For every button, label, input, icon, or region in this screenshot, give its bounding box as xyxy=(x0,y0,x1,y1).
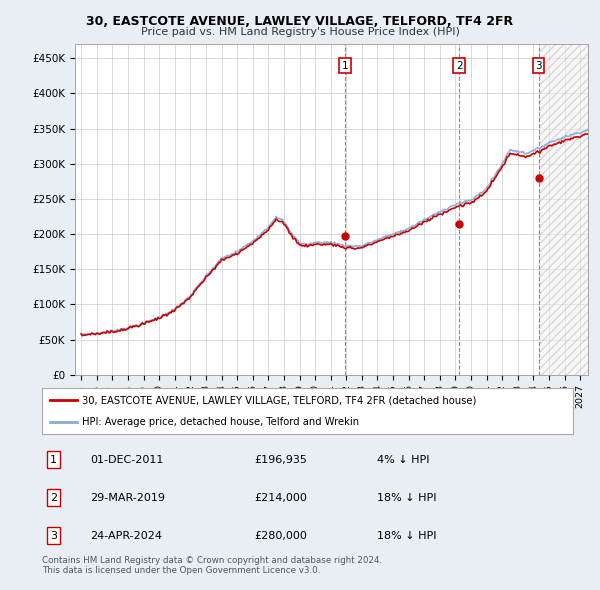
Text: £280,000: £280,000 xyxy=(254,530,307,540)
Text: 24-APR-2024: 24-APR-2024 xyxy=(90,530,162,540)
Text: Contains HM Land Registry data © Crown copyright and database right 2024.
This d: Contains HM Land Registry data © Crown c… xyxy=(42,556,382,575)
Text: 2: 2 xyxy=(50,493,57,503)
Text: 3: 3 xyxy=(50,530,57,540)
Text: 30, EASTCOTE AVENUE, LAWLEY VILLAGE, TELFORD, TF4 2FR: 30, EASTCOTE AVENUE, LAWLEY VILLAGE, TEL… xyxy=(86,15,514,28)
Text: 2: 2 xyxy=(456,61,463,71)
Text: 18% ↓ HPI: 18% ↓ HPI xyxy=(377,493,436,503)
Text: 1: 1 xyxy=(50,455,57,464)
Text: 4% ↓ HPI: 4% ↓ HPI xyxy=(377,455,429,464)
Text: £196,935: £196,935 xyxy=(254,455,307,464)
Text: 3: 3 xyxy=(535,61,542,71)
Text: £214,000: £214,000 xyxy=(254,493,307,503)
Text: Price paid vs. HM Land Registry's House Price Index (HPI): Price paid vs. HM Land Registry's House … xyxy=(140,27,460,37)
Text: 30, EASTCOTE AVENUE, LAWLEY VILLAGE, TELFORD, TF4 2FR (detached house): 30, EASTCOTE AVENUE, LAWLEY VILLAGE, TEL… xyxy=(82,395,476,405)
Text: 01-DEC-2011: 01-DEC-2011 xyxy=(90,455,163,464)
Text: HPI: Average price, detached house, Telford and Wrekin: HPI: Average price, detached house, Telf… xyxy=(82,417,359,427)
Text: 1: 1 xyxy=(342,61,349,71)
Text: 18% ↓ HPI: 18% ↓ HPI xyxy=(377,530,436,540)
Text: 29-MAR-2019: 29-MAR-2019 xyxy=(90,493,165,503)
